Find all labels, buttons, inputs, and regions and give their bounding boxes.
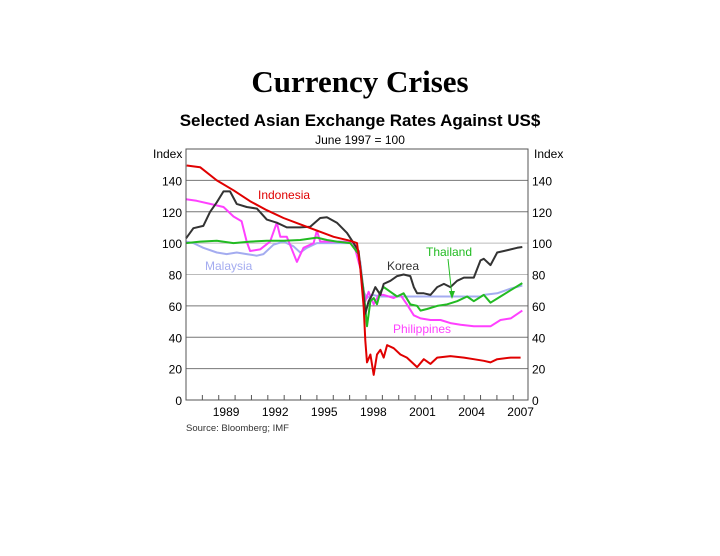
series-label-indonesia: Indonesia <box>258 188 310 202</box>
y-tick-label-left: 140 <box>162 174 182 188</box>
x-tick-label: 1998 <box>360 405 387 419</box>
y-tick-label-right: 60 <box>532 300 546 314</box>
y-tick-label-right: 20 <box>532 363 546 377</box>
series-line-indonesia <box>186 164 521 376</box>
y-tick-label-left: 100 <box>162 237 182 251</box>
series-line-malaysia <box>185 240 523 299</box>
y-tick-label-left: 120 <box>162 206 182 220</box>
y-axis-label-right: Index <box>534 147 563 161</box>
x-tick-label: 2001 <box>409 405 436 419</box>
chart-title: Selected Asian Exchange Rates Against US… <box>179 111 541 130</box>
y-tick-label-left: 0 <box>175 394 182 408</box>
y-tick-label-left: 20 <box>169 363 183 377</box>
x-tick-label: 2004 <box>458 405 485 419</box>
series-label-korea: Korea <box>387 259 419 273</box>
thailand-pointer-arrowhead <box>449 291 455 299</box>
y-tick-label-left: 40 <box>169 331 183 345</box>
y-tick-label-right: 120 <box>532 206 552 220</box>
y-tick-label-left: 60 <box>169 300 183 314</box>
y-tick-label-right: 40 <box>532 331 546 345</box>
x-tick-label: 2007 <box>507 405 534 419</box>
x-tick-label: 1989 <box>213 405 240 419</box>
thailand-pointer-line <box>447 258 453 297</box>
y-tick-label-right: 140 <box>532 174 552 188</box>
y-tick-label-right: 0 <box>532 394 539 408</box>
slide-title: Currency Crises <box>251 64 469 99</box>
series-label-malaysia: Malaysia <box>205 259 253 273</box>
x-tick-label: 1992 <box>262 405 289 419</box>
source-note: Source: Bloomberg; IMF <box>186 423 289 434</box>
chart-subtitle: June 1997 = 100 <box>315 133 405 147</box>
series-label-philippines: Philippines <box>393 322 451 336</box>
series-line-korea <box>185 190 523 315</box>
x-tick-label: 1995 <box>311 405 338 419</box>
y-tick-label-right: 80 <box>532 269 546 283</box>
y-axis-label-left: Index <box>153 147 182 161</box>
y-tick-label-right: 100 <box>532 237 552 251</box>
series-label-thailand: Thailand <box>426 245 472 259</box>
y-tick-label-left: 80 <box>169 269 183 283</box>
plot-frame <box>185 148 529 401</box>
